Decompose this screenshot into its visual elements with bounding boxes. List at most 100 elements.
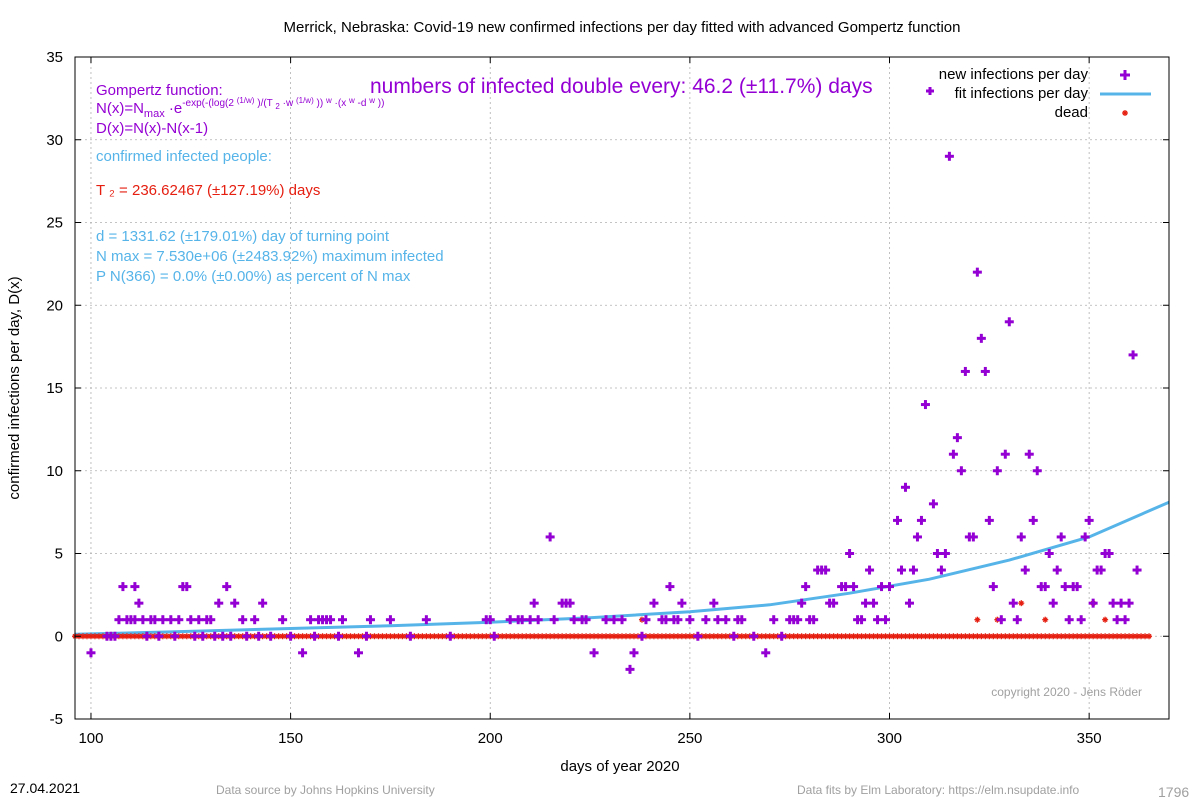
infection-point	[885, 582, 895, 592]
infection-point	[761, 648, 771, 658]
infection-point	[130, 582, 140, 592]
legend-label-fit: fit infections per day	[955, 85, 1089, 102]
dead-point	[654, 633, 661, 640]
infection-point	[936, 565, 946, 575]
infection-point	[385, 615, 395, 625]
y-tick-label: 15	[46, 380, 63, 397]
infection-point	[230, 598, 240, 608]
infection-point	[713, 615, 723, 625]
dead-point	[990, 633, 997, 640]
infection-point	[737, 615, 747, 625]
infection-point	[916, 515, 926, 525]
infection-point	[485, 615, 495, 625]
infection-point	[154, 631, 164, 641]
y-tick-label: 5	[55, 546, 63, 563]
infection-point	[821, 565, 831, 575]
infection-point	[1132, 565, 1142, 575]
x-tick-label: 300	[877, 730, 902, 747]
infection-point	[845, 549, 855, 558]
dead-point	[619, 633, 625, 640]
infection-point	[920, 400, 930, 410]
x-tick-label: 150	[278, 730, 303, 747]
infection-point	[266, 631, 276, 641]
infection-point	[134, 598, 144, 608]
infection-point	[1032, 466, 1042, 476]
infection-point	[206, 615, 216, 625]
y-tick-label: 25	[46, 215, 63, 232]
infection-point	[617, 615, 627, 625]
dead-point	[1018, 600, 1025, 607]
x-tick-label: 100	[78, 730, 103, 747]
infection-point	[877, 582, 887, 592]
infection-point	[693, 631, 703, 641]
y-tick-label: 10	[46, 463, 63, 480]
infection-point	[1060, 582, 1070, 592]
axes: 100 150 200 250 300 350 -5 0 5 10 15 20 25 30 35	[46, 49, 1169, 747]
infection-point	[86, 648, 96, 658]
infection-point	[948, 449, 958, 459]
infection-point	[952, 433, 962, 443]
infection-point	[250, 615, 260, 625]
dead-point	[898, 633, 905, 640]
infection-point	[677, 598, 687, 608]
infection-point	[992, 466, 1002, 476]
legend-marker-dead	[1122, 110, 1128, 116]
dead-point	[1018, 633, 1025, 640]
infection-point	[361, 631, 371, 641]
infection-point	[254, 631, 264, 641]
infection-point	[841, 582, 851, 592]
infection-point	[749, 631, 759, 641]
dead-point	[527, 633, 534, 640]
dead-point	[742, 633, 749, 640]
dead-point	[862, 633, 869, 640]
infection-point	[944, 151, 954, 161]
dead-point	[1042, 633, 1049, 640]
infection-point	[769, 615, 779, 625]
y-tick-label: 30	[46, 132, 63, 149]
x-tick-label: 200	[478, 730, 503, 747]
infection-point	[900, 482, 910, 492]
dead-point	[998, 633, 1005, 640]
infection-point	[801, 582, 811, 592]
dead-point	[1082, 633, 1089, 640]
dead-point	[838, 633, 845, 640]
infection-point	[976, 333, 986, 343]
legend-label-dead: dead	[1055, 104, 1088, 121]
infection-point	[1112, 615, 1122, 625]
dead-point	[1038, 633, 1045, 640]
gompertz-label: Gompertz function:	[96, 82, 223, 99]
infection-point	[1104, 549, 1114, 558]
dead-point	[587, 633, 594, 640]
dead-point	[662, 633, 669, 640]
legend-label-new-infections: new infections per day	[939, 66, 1089, 83]
infection-point	[170, 631, 180, 641]
dead-point	[475, 633, 482, 640]
dead-point	[427, 633, 434, 640]
dead-point	[666, 633, 673, 640]
infection-point	[1000, 449, 1010, 459]
infection-point	[505, 615, 515, 625]
dead-point	[762, 633, 769, 640]
infection-point	[489, 631, 499, 641]
infection-point	[908, 565, 918, 575]
dead-point	[1130, 633, 1137, 640]
dead-point	[583, 633, 590, 640]
infection-point	[980, 366, 990, 376]
infection-point	[298, 648, 308, 658]
infection-point	[665, 582, 675, 592]
t2-value: T ₂ = 236.62467 (±127.19%) days	[96, 182, 320, 199]
infection-point	[709, 598, 719, 608]
infection-point	[445, 631, 455, 641]
infection-point	[353, 648, 363, 658]
infection-point	[996, 615, 1006, 625]
dead-point	[798, 633, 805, 640]
dead-point	[974, 616, 981, 623]
infection-point	[1080, 532, 1090, 542]
infection-point	[1020, 565, 1030, 575]
dead-point	[850, 633, 857, 640]
infection-point	[1040, 582, 1050, 592]
infection-point	[365, 615, 375, 625]
infection-point	[1096, 565, 1106, 575]
infection-point	[158, 615, 168, 625]
infection-point	[1016, 532, 1026, 542]
